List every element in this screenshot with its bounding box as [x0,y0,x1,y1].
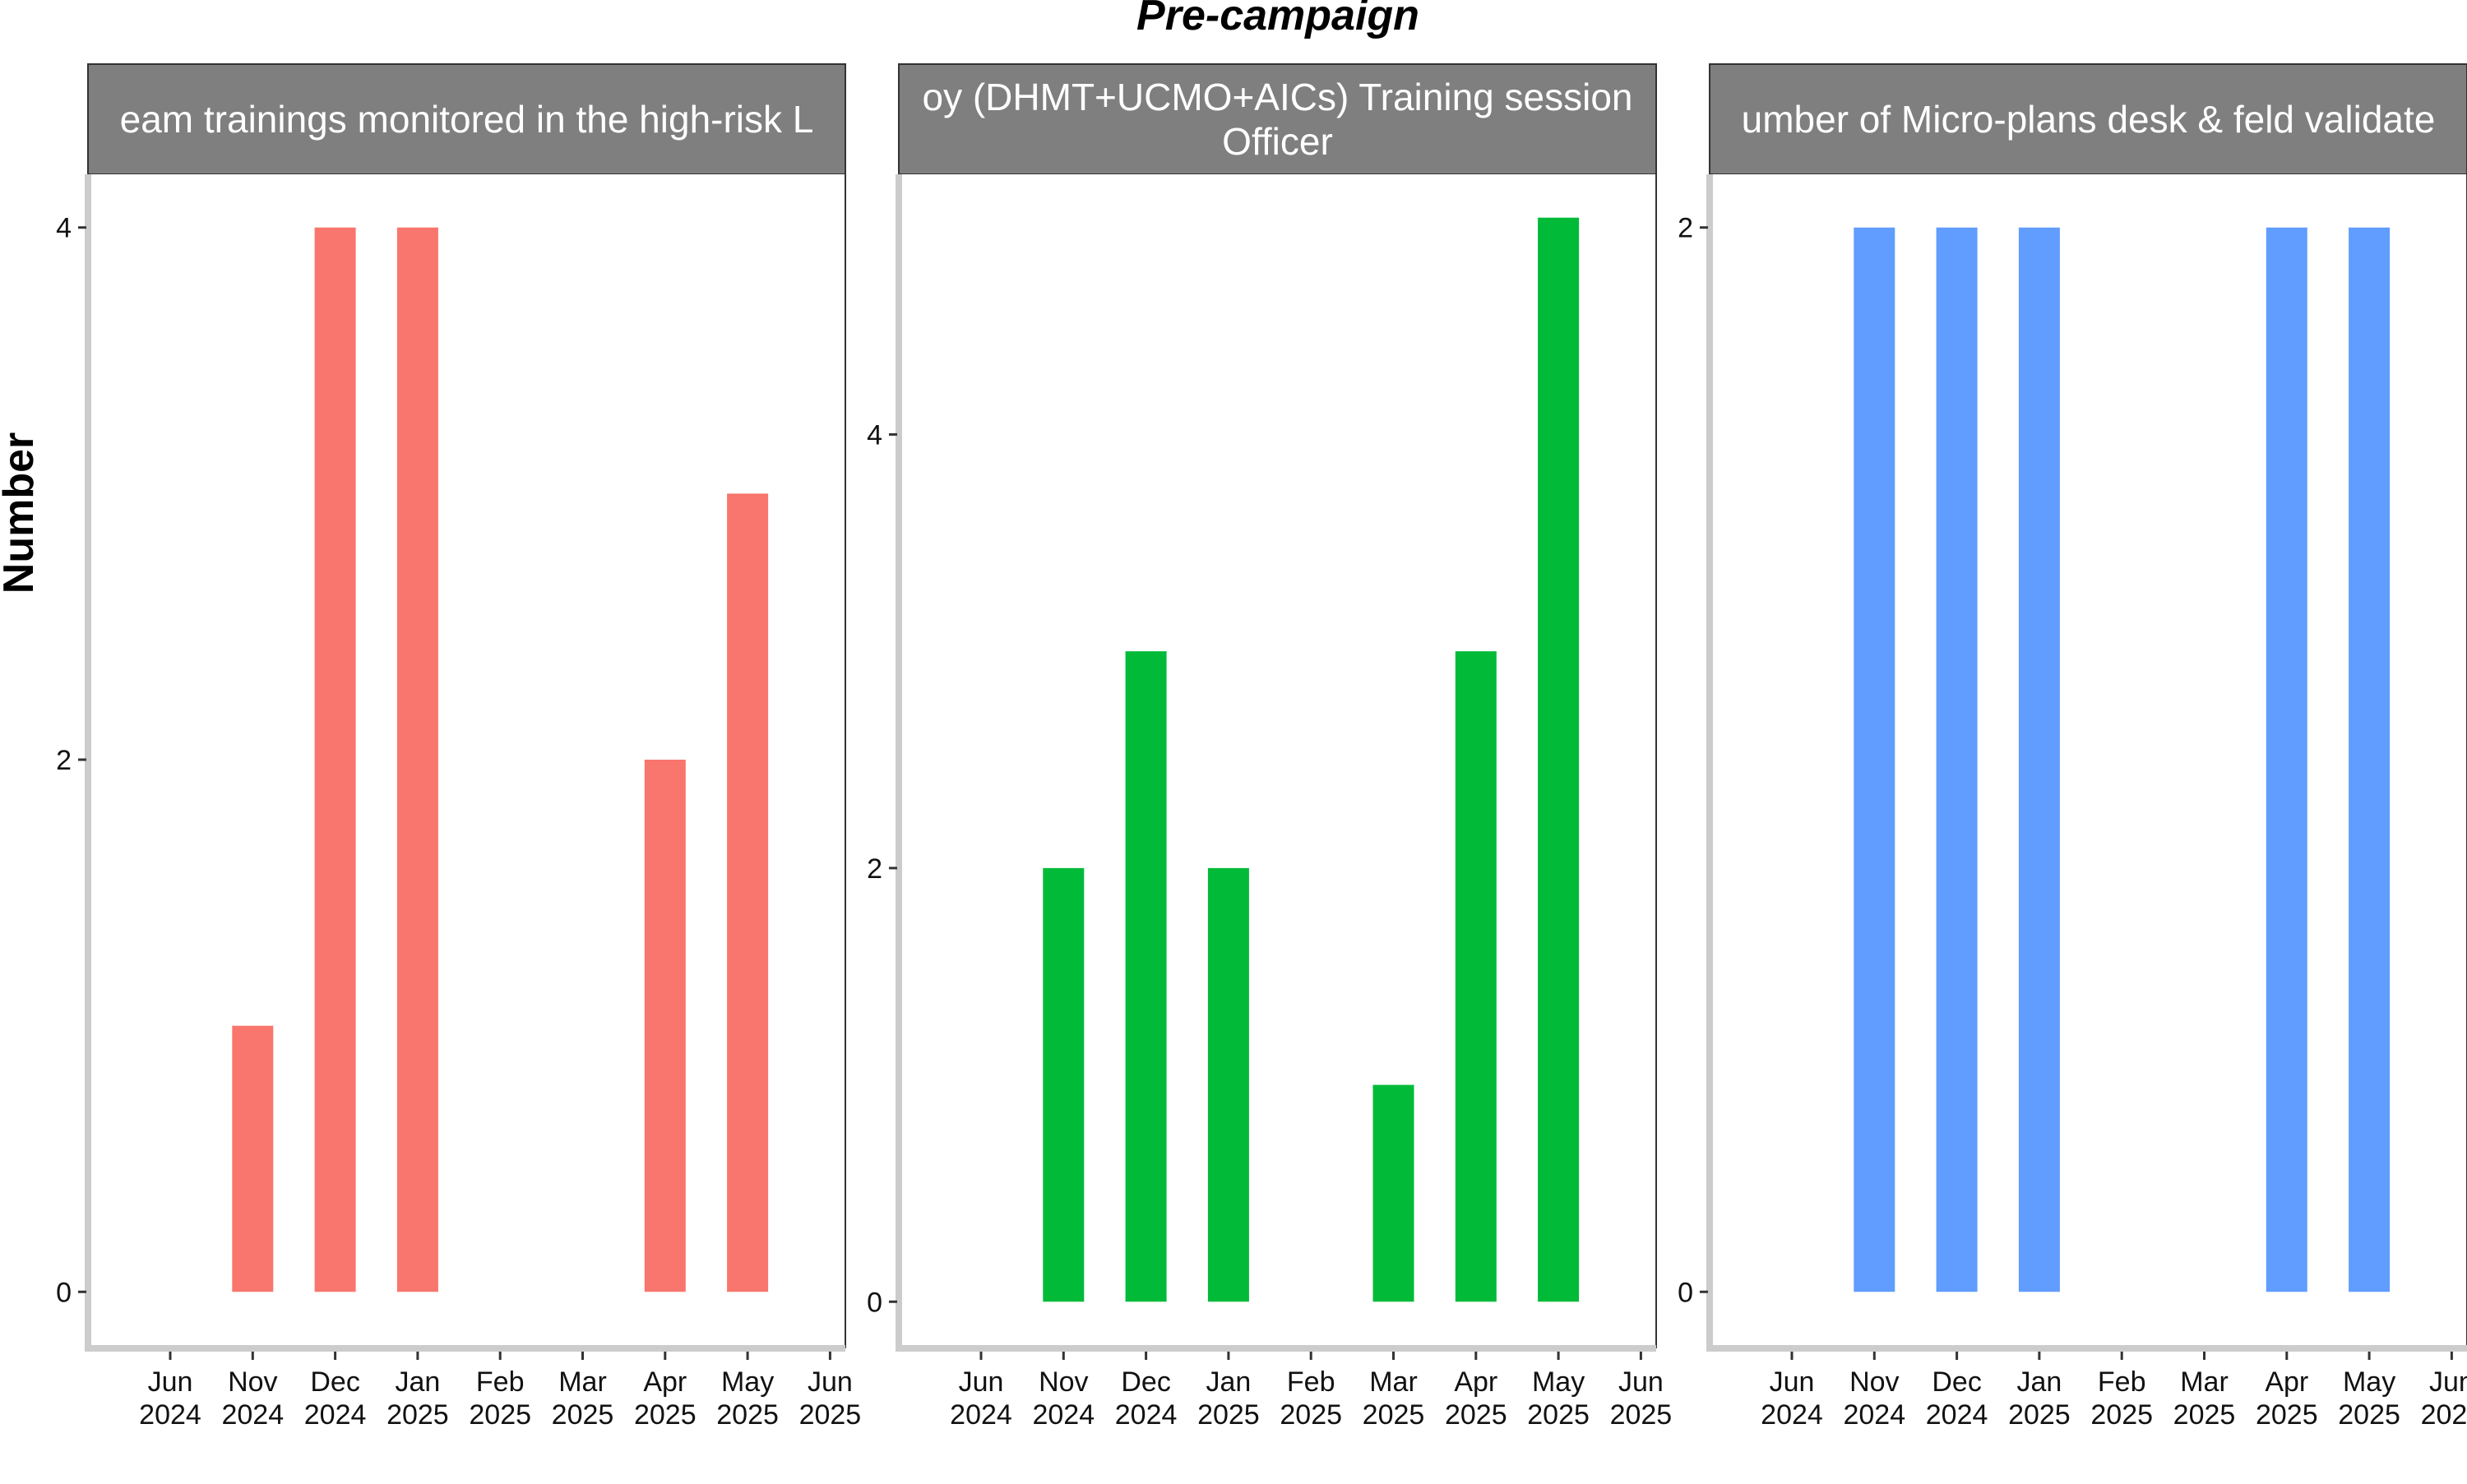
x-tick-label: 2025 [2173,1399,2236,1431]
x-tick-label: Apr [2265,1366,2308,1398]
bar [232,1025,274,1292]
x-tick-label: 2025 [2421,1399,2467,1431]
x-tick-label: Nov [228,1366,277,1398]
x-tick-label: 2025 [1610,1399,1673,1431]
x-tick-label: 2024 [1115,1399,1178,1431]
facet-strip [898,63,1657,175]
bar [1043,867,1085,1302]
bar [1207,867,1249,1302]
x-tick-label: Jan [2016,1366,2062,1398]
x-tick-label: Nov [1039,1366,1088,1398]
x-tick-label: Dec [1121,1366,1170,1398]
x-tick-label: Jun [808,1366,853,1398]
x-tick-label: 2024 [139,1399,201,1431]
x-tick-label: 2025 [2256,1399,2318,1431]
facet-strip-label: Officer [1222,120,1333,163]
y-tick-label: 2 [867,853,882,885]
bar [1125,651,1167,1302]
x-tick-label: 2025 [1527,1399,1590,1431]
x-tick-label: 2024 [1761,1399,1823,1431]
y-tick-label: 2 [1678,213,1693,244]
x-tick-label: Nov [1849,1366,1899,1398]
facet-panel: eam trainings monitored in the high-risk… [56,63,862,1431]
x-tick-label: Jun [1770,1366,1815,1398]
x-tick-label: 2024 [304,1399,367,1431]
bar [2349,227,2391,1292]
bar [314,227,356,1292]
x-tick-label: 2025 [2008,1399,2071,1431]
x-tick-label: Jan [1206,1366,1251,1398]
bar [1372,1084,1414,1302]
x-tick-label: 2025 [634,1399,697,1431]
x-tick-label: Dec [1932,1366,1981,1398]
facet-strip [87,63,846,175]
x-tick-label: 2025 [799,1399,862,1431]
y-tick-label: 0 [867,1287,882,1318]
x-tick-label: Feb [476,1366,525,1398]
chart-title: Pre-campaign [1136,0,1419,39]
bar [727,493,769,1292]
x-tick-label: 2025 [2338,1399,2400,1431]
x-tick-label: Mar [558,1366,607,1398]
bar [2266,227,2307,1292]
x-tick-label: Jun [148,1366,193,1398]
x-tick-label: 2025 [2090,1399,2153,1431]
x-tick-label: 2024 [950,1399,1012,1431]
x-tick-label: 2025 [552,1399,614,1431]
x-tick-label: 2025 [1363,1399,1425,1431]
x-tick-label: Feb [1287,1366,1335,1398]
facet-panel: umber of Micro-plans desk & feld validat… [1678,63,2467,1431]
x-tick-label: May [721,1366,774,1398]
panel-background [1710,174,2467,1348]
bar [1854,227,1895,1292]
bar [1538,217,1580,1302]
panels-group: eam trainings monitored in the high-risk… [56,63,2467,1431]
bar [396,227,438,1292]
facet-panel: oy (DHMT+UCMO+AICs) Training sessionOffi… [867,63,1673,1431]
x-tick-label: 2024 [221,1399,284,1431]
x-tick-label: Mar [2180,1366,2229,1398]
x-tick-label: 2025 [469,1399,531,1431]
x-tick-label: May [2343,1366,2395,1398]
x-tick-label: 2025 [1280,1399,1342,1431]
x-tick-label: Jun [1618,1366,1664,1398]
y-tick-label: 0 [1678,1277,1693,1308]
x-tick-label: 2024 [1926,1399,1988,1431]
x-tick-label: Mar [1369,1366,1418,1398]
x-tick-label: Apr [1454,1366,1497,1398]
panel-background [88,174,845,1348]
y-tick-label: 4 [56,213,72,244]
bar [1936,227,1978,1292]
facet-strip [1709,63,2467,175]
x-tick-label: Jun [2429,1366,2467,1398]
bar [2018,227,2060,1292]
bar [644,760,686,1292]
bar [1455,651,1497,1302]
x-tick-label: Apr [643,1366,687,1398]
x-tick-label: Jun [959,1366,1004,1398]
x-tick-label: May [1532,1366,1585,1398]
y-tick-label: 0 [56,1277,72,1308]
facet-strip-label: eam trainings monitored in the high-risk… [120,98,814,141]
x-tick-label: Feb [2098,1366,2146,1398]
facet-strip-label: oy (DHMT+UCMO+AICs) Training session [923,76,1633,118]
panel-background [899,174,1656,1348]
x-tick-label: Jan [395,1366,440,1398]
facet-strip-label: umber of Micro-plans desk & feld validat… [1742,98,2436,141]
x-tick-label: 2024 [1032,1399,1095,1431]
y-axis-label: Number [0,432,43,594]
x-tick-label: 2025 [1197,1399,1260,1431]
x-tick-label: 2025 [716,1399,779,1431]
x-tick-label: Dec [310,1366,359,1398]
x-tick-label: 2025 [386,1399,449,1431]
y-tick-label: 2 [56,745,72,776]
x-tick-label: 2025 [1445,1399,1507,1431]
x-tick-label: 2024 [1843,1399,1905,1431]
y-tick-label: 4 [867,419,882,451]
